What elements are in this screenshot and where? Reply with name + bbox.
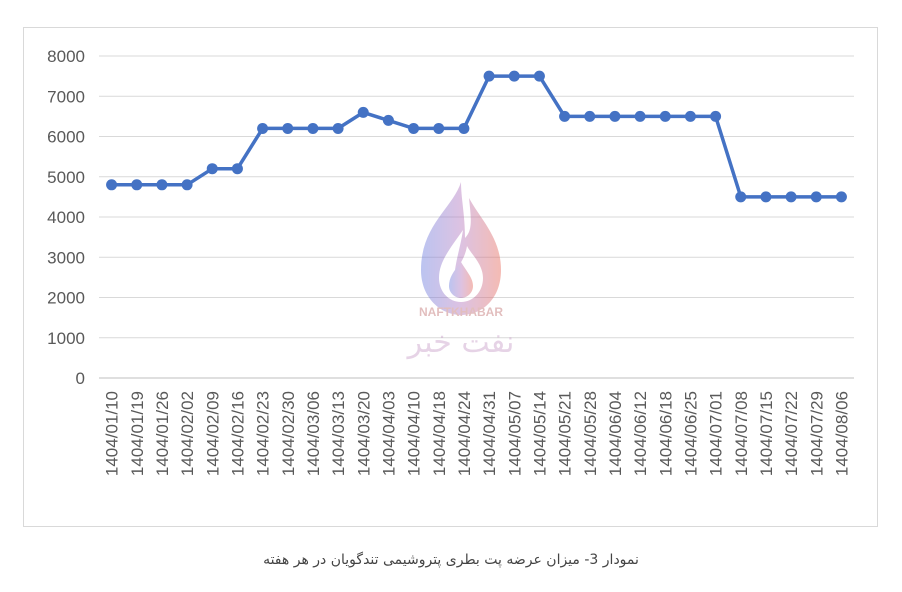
- x-tick-label: 1404/04/31: [480, 391, 499, 476]
- x-tick-label: 1404/04/03: [379, 391, 398, 476]
- y-tick-label: 4000: [47, 208, 85, 227]
- chart-caption: نمودار 3- میزان عرضه پت بطری پتروشیمی تن…: [263, 552, 639, 568]
- x-tick-label: 1404/03/13: [329, 391, 348, 476]
- x-axis-tick-labels: 1404/01/10 1404/01/19 1404/01/26 1404/02/02…: [103, 391, 852, 476]
- y-tick-label: 5000: [47, 168, 85, 187]
- x-tick-label: 1404/04/18: [430, 391, 449, 476]
- x-tick-label: 1404/07/01: [707, 391, 726, 476]
- x-tick-label: 1404/06/12: [631, 391, 650, 476]
- x-tick-label: 1404/02/23: [254, 391, 273, 476]
- x-tick-label: 1404/05/28: [581, 391, 600, 476]
- data-point: [684, 110, 696, 122]
- x-tick-label: 1404/06/25: [681, 391, 700, 476]
- data-point: [533, 70, 545, 82]
- data-point: [131, 179, 143, 191]
- y-tick-label: 1000: [47, 329, 85, 348]
- data-point: [508, 70, 520, 82]
- watermark-farsi-text: نفت خبر: [406, 325, 515, 360]
- x-tick-label: 1404/07/08: [732, 391, 751, 476]
- x-tick-label: 1404/03/06: [304, 391, 323, 476]
- x-tick-label: 1404/02/30: [279, 391, 298, 476]
- data-point: [710, 110, 722, 122]
- data-point: [810, 191, 822, 203]
- data-point: [257, 122, 269, 134]
- y-tick-label: 7000: [47, 87, 85, 106]
- x-tick-label: 1404/05/21: [556, 391, 575, 476]
- x-tick-label: 1404/05/07: [505, 391, 524, 476]
- y-tick-label: 3000: [47, 248, 85, 267]
- chart-frame: NAFTKHABAR نفت خبر 0 1000 2000 3000 4000 5000…: [23, 27, 878, 527]
- x-tick-label: 1404/06/18: [656, 391, 675, 476]
- data-point: [206, 163, 218, 175]
- data-point: [835, 191, 847, 203]
- data-point: [106, 179, 118, 191]
- x-tick-label: 1404/01/10: [103, 391, 122, 476]
- x-tick-label: 1404/05/14: [530, 391, 549, 476]
- data-point: [609, 110, 621, 122]
- y-axis-tick-labels: 0 1000 2000 3000 4000 5000 6000 7000 8000: [47, 47, 85, 388]
- data-point: [433, 122, 445, 134]
- data-point: [408, 122, 420, 134]
- data-point: [382, 114, 394, 126]
- x-tick-label: 1404/08/06: [832, 391, 851, 476]
- data-point: [659, 110, 671, 122]
- x-tick-label: 1404/04/24: [455, 391, 474, 476]
- data-point: [584, 110, 596, 122]
- x-tick-label: 1404/02/16: [228, 391, 247, 476]
- x-tick-label: 1404/01/19: [128, 391, 147, 476]
- y-tick-label: 2000: [47, 289, 85, 308]
- watermark-flame-core: [449, 262, 473, 298]
- x-tick-label: 1404/07/22: [782, 391, 801, 476]
- data-point: [156, 179, 168, 191]
- data-point: [760, 191, 772, 203]
- y-tick-label: 8000: [47, 47, 85, 66]
- data-point: [307, 122, 319, 134]
- x-tick-label: 1404/04/10: [405, 391, 424, 476]
- data-point: [483, 70, 495, 82]
- data-point: [181, 179, 193, 191]
- data-point: [634, 110, 646, 122]
- watermark-logo: NAFTKHABAR نفت خبر: [406, 182, 515, 360]
- data-point: [458, 122, 470, 134]
- data-point: [332, 122, 344, 134]
- x-tick-label: 1404/07/29: [807, 391, 826, 476]
- y-tick-label: 0: [76, 369, 85, 388]
- data-point: [559, 110, 571, 122]
- chart-svg: NAFTKHABAR نفت خبر 0 1000 2000 3000 4000 5000…: [47, 47, 854, 476]
- series-line-group: [106, 70, 847, 203]
- x-tick-label: 1404/06/04: [606, 391, 625, 476]
- data-point: [357, 106, 369, 118]
- data-point: [735, 191, 747, 203]
- x-tick-label: 1404/07/15: [757, 391, 776, 476]
- x-tick-label: 1404/01/26: [153, 391, 172, 476]
- data-point: [231, 163, 243, 175]
- y-tick-label: 6000: [47, 128, 85, 147]
- x-tick-label: 1404/02/09: [203, 391, 222, 476]
- data-point: [785, 191, 797, 203]
- x-tick-label: 1404/03/20: [354, 391, 373, 476]
- data-point: [282, 122, 294, 134]
- x-tick-label: 1404/02/02: [178, 391, 197, 476]
- watermark-latin-text: NAFTKHABAR: [419, 305, 503, 319]
- watermark-flame-outer: [421, 182, 501, 315]
